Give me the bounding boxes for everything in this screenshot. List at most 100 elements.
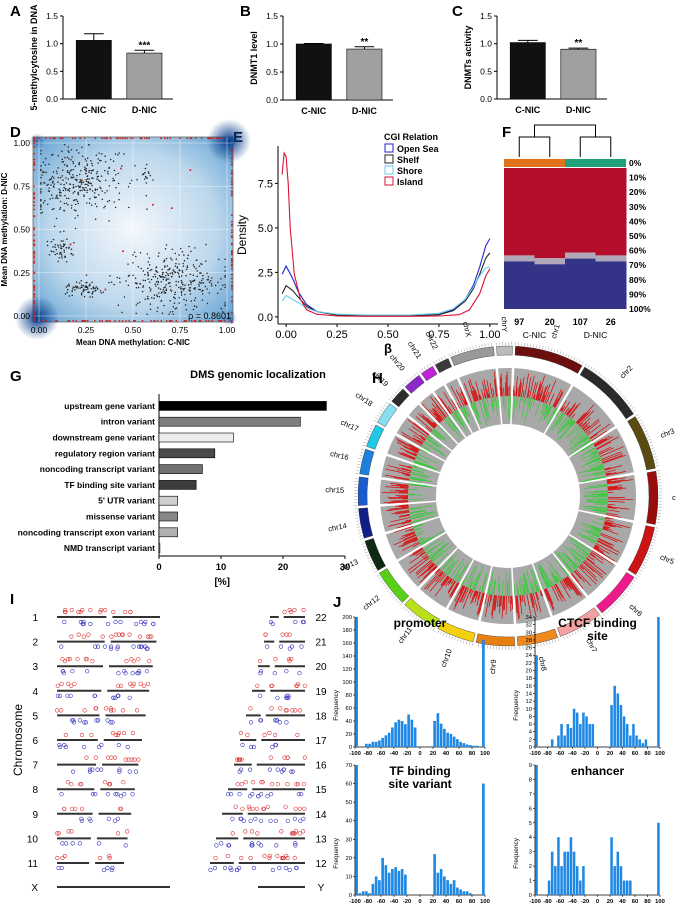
marker-blue xyxy=(82,744,87,750)
scale-tick xyxy=(571,632,574,636)
methylation-bar xyxy=(539,390,544,402)
histogram-bar xyxy=(641,743,645,747)
edge-point xyxy=(183,320,186,322)
marker-blue xyxy=(278,644,284,649)
y-tick-label: 28 xyxy=(526,638,532,644)
methylation-bar xyxy=(395,489,409,492)
methylation-bar xyxy=(486,380,491,398)
scatter-point xyxy=(104,155,106,157)
methylation-bar xyxy=(431,431,443,441)
scatter-point xyxy=(59,231,62,233)
methylation-bar xyxy=(580,529,600,538)
y-tick-label: 24 xyxy=(526,653,533,659)
marker-red xyxy=(254,806,260,811)
methylation-bar xyxy=(557,553,574,572)
scatter-point xyxy=(40,192,42,194)
methylation-bar xyxy=(552,389,562,407)
x-tick-label: -60 xyxy=(377,899,385,905)
marker-blue xyxy=(110,720,115,725)
methylation-bar xyxy=(575,569,592,587)
marker-blue xyxy=(115,792,120,797)
scatter-point xyxy=(104,192,106,194)
scatter-point xyxy=(157,283,159,286)
scatter-point xyxy=(163,290,165,292)
edge-point xyxy=(33,158,36,161)
scale-tick xyxy=(393,596,396,599)
marker-red xyxy=(72,681,77,686)
methylation-bar xyxy=(421,437,426,441)
methylation-bar xyxy=(584,485,608,489)
marker-red xyxy=(107,853,112,859)
scatter-point xyxy=(118,277,121,279)
methylation-bar xyxy=(408,498,424,500)
marker-red xyxy=(302,806,307,811)
scatter-point xyxy=(63,230,65,232)
histogram-bar xyxy=(407,714,410,747)
scatter-point xyxy=(174,265,177,267)
scatter-point xyxy=(100,153,103,155)
marker-red xyxy=(248,855,253,861)
scatter-point xyxy=(72,168,75,171)
scatter-point xyxy=(81,146,83,149)
chromosome-band-chr6 xyxy=(596,572,635,614)
histogram-bar xyxy=(622,716,626,747)
scatter-point xyxy=(176,267,179,269)
y-axis-label: Frequency xyxy=(333,689,340,720)
x-tick-label: -40 xyxy=(390,751,398,757)
methylation-bar xyxy=(597,468,605,471)
x-tick-label: -100 xyxy=(529,751,541,757)
methylation-bar xyxy=(523,586,526,595)
scatter-point xyxy=(80,169,82,172)
methylation-bar xyxy=(607,486,618,489)
scatter-point xyxy=(40,188,42,191)
scatter-point xyxy=(90,288,93,290)
histogram-bar xyxy=(439,869,443,895)
edge-point xyxy=(150,320,152,322)
marker-blue xyxy=(258,671,263,676)
scatter-point xyxy=(157,255,160,257)
scatter-point xyxy=(72,174,74,176)
methylation-bar xyxy=(505,572,507,596)
scatter-point xyxy=(132,254,134,256)
methylation-bar xyxy=(408,483,428,487)
methylation-bar xyxy=(545,379,557,404)
scatter-point xyxy=(199,272,201,274)
scatter-point-red xyxy=(119,167,122,170)
scatter-point xyxy=(96,175,99,178)
scatter-point xyxy=(180,292,183,294)
methylation-bar xyxy=(420,531,443,545)
scatter-point xyxy=(103,207,105,209)
scale-tick xyxy=(424,366,426,370)
scale-tick xyxy=(402,383,405,387)
scatter-point xyxy=(97,158,99,160)
scatter-point xyxy=(132,274,134,277)
scatter-point xyxy=(135,255,137,258)
edge-point xyxy=(144,137,146,140)
methylation-bar xyxy=(435,572,444,582)
scatter-point xyxy=(83,295,86,298)
scatter-point xyxy=(175,284,178,286)
scatter-point xyxy=(189,280,192,282)
scatter-point xyxy=(192,308,195,311)
scatter-point xyxy=(144,298,147,300)
scatter-point xyxy=(71,288,74,290)
methylation-bar xyxy=(578,436,589,445)
edge-point xyxy=(231,158,233,160)
y-axis-label: Chromosome xyxy=(11,704,25,776)
scatter-point xyxy=(149,308,152,310)
scatter-point xyxy=(65,177,67,179)
scale-tick xyxy=(367,433,371,435)
marker-blue xyxy=(65,693,70,698)
chromosome-number-right: 17 xyxy=(315,736,327,747)
scatter-point xyxy=(76,178,78,181)
scatter-point xyxy=(50,240,53,243)
scatter-point xyxy=(174,293,176,296)
scatter-point xyxy=(91,184,93,187)
scatter-point xyxy=(162,288,165,291)
methylation-bar xyxy=(582,424,589,430)
edge-point xyxy=(55,320,57,322)
marker-red xyxy=(69,607,74,613)
marker-red xyxy=(76,609,81,615)
scatter-point xyxy=(80,279,83,282)
chromosome-label: chr14 xyxy=(327,521,347,533)
